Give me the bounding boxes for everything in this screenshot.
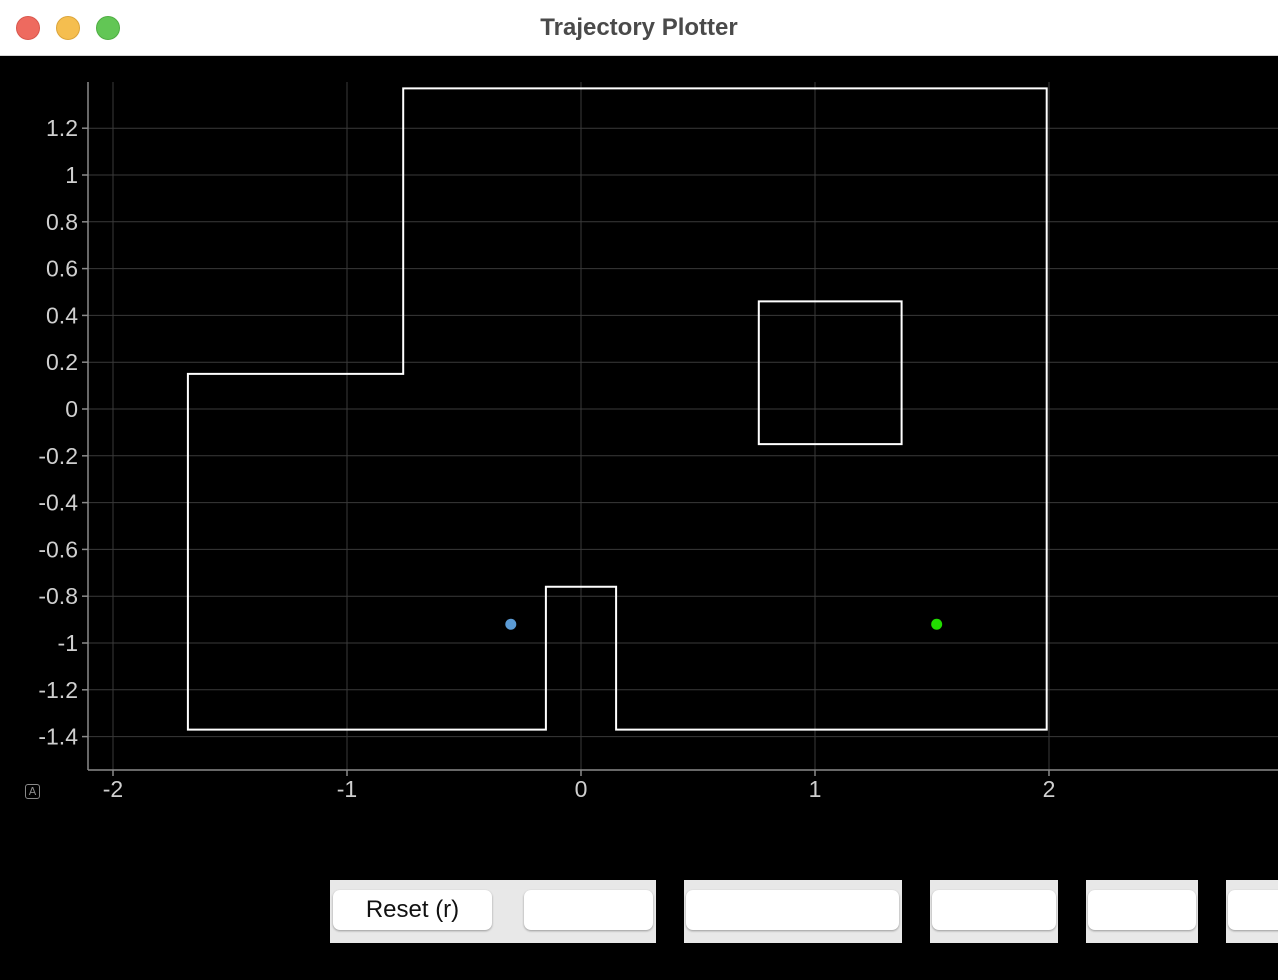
x-tick-label: 1 (809, 776, 822, 802)
y-tick-label: 0 (65, 396, 78, 422)
y-tick-label: 0.6 (46, 256, 78, 282)
goal-marker (931, 618, 943, 630)
close-window-button[interactable] (16, 16, 40, 40)
button-group-4 (930, 880, 1058, 943)
start-marker (505, 618, 517, 630)
x-tick-label: 0 (575, 776, 588, 802)
button-group-left: Reset (r) (330, 880, 656, 943)
y-tick-label: 0.4 (46, 302, 78, 328)
toolbar-button-6[interactable] (1228, 890, 1278, 930)
boundary-outline (186, 87, 1048, 731)
button-group-5 (1086, 880, 1198, 943)
trajectory-plot[interactable]: 1.2 1 0.8 0.6 0.4 0.2 0 -0.2 -0.4 -0.6 -0.8 -1 -1.2 -… (0, 57, 1278, 817)
maximize-window-button[interactable] (96, 16, 120, 40)
y-tick-label: -1 (58, 630, 78, 656)
y-tick-label: 1.2 (46, 115, 78, 141)
minimize-window-button[interactable] (56, 16, 80, 40)
x-tick-label: 2 (1043, 776, 1056, 802)
y-tick-label: 0.8 (46, 209, 78, 235)
y-tick-label: -1.2 (38, 677, 78, 703)
obstacle-outline (757, 300, 903, 446)
y-tick-label: -0.6 (38, 536, 78, 562)
button-group-6 (1226, 880, 1278, 943)
y-tick-label: -0.8 (38, 583, 78, 609)
button-group-middle (684, 880, 902, 943)
toolbar-button-2[interactable] (524, 890, 653, 930)
autoscale-icon[interactable]: A (25, 784, 40, 799)
window-title: Trajectory Plotter (540, 14, 738, 41)
y-tick-label: 1 (65, 162, 78, 188)
y-tick-label: -1.4 (38, 724, 78, 750)
y-tick-label: -0.4 (38, 490, 78, 516)
toolbar-button-3[interactable] (686, 890, 899, 930)
x-tick-label: -2 (103, 776, 123, 802)
x-tick-label: -1 (337, 776, 357, 802)
title-bar: Trajectory Plotter (0, 0, 1278, 56)
reset-button[interactable]: Reset (r) (333, 890, 492, 930)
toolbar-button-5[interactable] (1088, 890, 1196, 930)
y-tick-label: -0.2 (38, 443, 78, 469)
y-tick-label: 0.2 (46, 349, 78, 375)
toolbar-button-4[interactable] (932, 890, 1056, 930)
